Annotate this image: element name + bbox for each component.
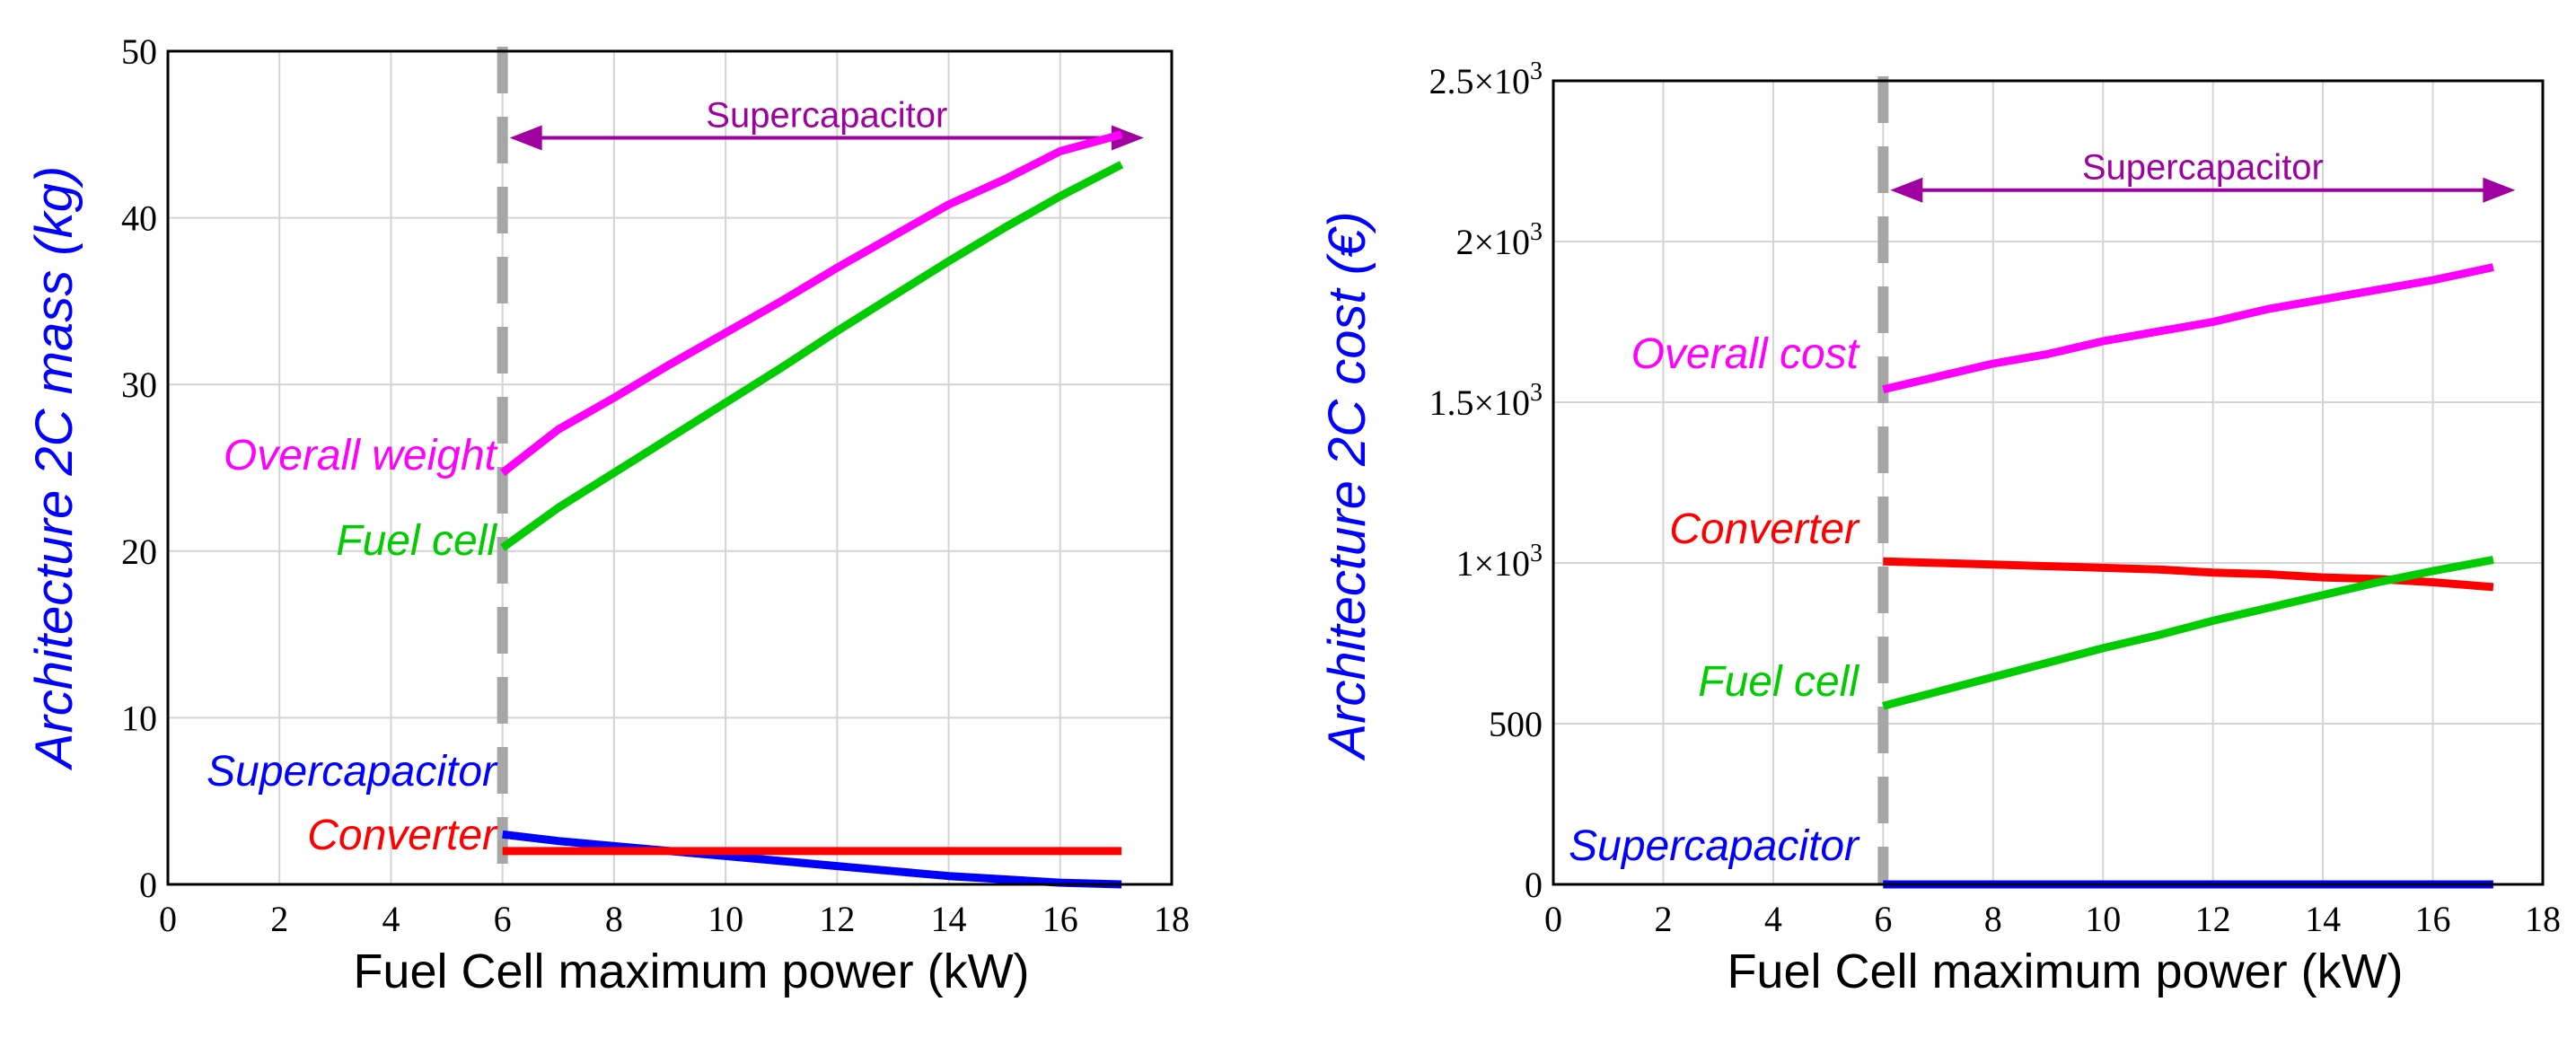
mass-chart-y-tick-label: 40: [121, 198, 157, 239]
mass-chart-series-label-supercapacitor: Supercapacitor: [207, 748, 498, 795]
mass-chart-annotation-arrowhead-left: [509, 125, 542, 151]
mass-chart-x-tick-label: 4: [382, 899, 400, 939]
mass-chart-series-label-overall-weight: Overall weight: [224, 432, 498, 479]
cost-chart-y-axis-label: Architecture 2C cost (€): [1318, 211, 1376, 760]
cost-chart-y-ticks: 0 500 1×103 1.5×103 2×103 2.5×103: [1429, 57, 1543, 905]
mass-chart-x-tick-label: 14: [931, 899, 967, 939]
cost-chart-y-tick-label: 2.5×103: [1429, 57, 1543, 101]
cost-chart-x-tick-label: 0: [1544, 899, 1562, 939]
cost-chart-x-ticks: 0 2 4 6 8 10 12 14 16 18: [1544, 899, 2561, 939]
cost-chart-y-tick-label: 500: [1489, 704, 1543, 744]
cost-chart-x-tick-label: 18: [2525, 899, 2561, 939]
mass-chart-y-tick-label: 0: [139, 865, 157, 905]
cost-chart-x-tick-label: 4: [1764, 899, 1782, 939]
cost-chart-x-tick-label: 10: [2085, 899, 2121, 939]
cost-chart-x-tick-label: 8: [1984, 899, 2002, 939]
mass-chart-y-tick-label: 50: [121, 31, 157, 72]
cost-chart-x-axis-label: Fuel Cell maximum power (kW): [1727, 945, 2403, 998]
mass-chart-annotation-label: Supercapacitor: [706, 96, 947, 136]
mass-chart-series-fuel-cell: [500, 161, 1124, 551]
mass-chart-x-tick-label: 12: [819, 899, 855, 939]
mass-chart-frame: [166, 49, 1174, 886]
mass-chart-grid: [168, 51, 1172, 884]
cost-chart-x-tick-label: 6: [1874, 899, 1892, 939]
mass-chart-x-tick-label: 10: [708, 899, 743, 939]
mass-chart-x-axis-label: Fuel Cell maximum power (kW): [353, 945, 1029, 998]
mass-chart-x-tick-label: 16: [1042, 899, 1078, 939]
mass-chart-series-supercapacitor: [502, 830, 1122, 889]
cost-chart-x-tick-label: 2: [1654, 899, 1672, 939]
mass-chart-series-overall-weight: [499, 130, 1123, 477]
mass-chart-series-label-converter: Converter: [307, 812, 498, 859]
mass-chart-marks: [497, 47, 1144, 889]
cost-chart-grid: [1553, 81, 2543, 884]
cost-chart-y-tick-label: 1.5×103: [1429, 379, 1543, 423]
mass-chart-x-tick-label: 8: [605, 899, 623, 939]
cost-chart-x-tick-label: 12: [2195, 899, 2231, 939]
cost-chart-series-label-supercapacitor: Supercapacitor: [1569, 822, 1860, 870]
mass-chart-x-ticks: 0 2 4 6 8 10 12 14 16 18: [159, 899, 1190, 939]
mass-chart-y-tick-label: 10: [121, 698, 157, 738]
mass-chart-x-tick-label: 6: [494, 899, 512, 939]
cost-chart-series-fuel-cell: [1882, 555, 2494, 710]
cost-chart-y-tick-label: 1×103: [1455, 540, 1543, 584]
mass-chart: 0 2 4 6 8 10 12 14 16 18 0 10 20 30 40 50 Fuel Cell ma…: [25, 31, 1190, 998]
cost-chart-x-tick-label: 16: [2415, 899, 2451, 939]
cost-chart-x-tick-label: 14: [2305, 899, 2341, 939]
mass-chart-y-ticks: 0 10 20 30 40 50: [121, 31, 157, 905]
cost-chart-y-tick-label: 0: [1525, 865, 1543, 905]
cost-chart-annotation-arrowhead-left: [1890, 177, 1923, 203]
mass-chart-y-tick-label: 20: [121, 532, 157, 572]
mass-chart-y-axis-label: Architecture 2C mass (kg): [25, 166, 84, 770]
mass-chart-x-tick-label: 0: [159, 899, 177, 939]
cost-chart-series-overall-cost: [1882, 263, 2494, 394]
cost-chart-annotation-arrowhead-right: [2483, 177, 2516, 203]
cost-chart-y-tick-label: 2×103: [1455, 218, 1543, 262]
mass-chart-x-tick-label: 2: [270, 899, 288, 939]
mass-chart-y-tick-label: 30: [121, 365, 157, 405]
mass-chart-x-tick-label: 18: [1154, 899, 1190, 939]
cost-chart: 0 2 4 6 8 10 12 14 16 18 0 500 1×103 1.5×103 2×103 2.5…: [1318, 57, 2561, 998]
cost-chart-marks: [1877, 76, 2516, 889]
mass-chart-series-label-fuel-cell: Fuel cell: [336, 517, 497, 565]
cost-chart-series-label-fuel-cell: Fuel cell: [1698, 658, 1859, 706]
cost-chart-series-label-converter: Converter: [1669, 505, 1860, 553]
cost-chart-annotation-label: Supercapacitor: [2082, 148, 2324, 188]
cost-chart-series-label-overall-cost: Overall cost: [1631, 330, 1860, 378]
cost-chart-frame: [1552, 79, 2545, 886]
